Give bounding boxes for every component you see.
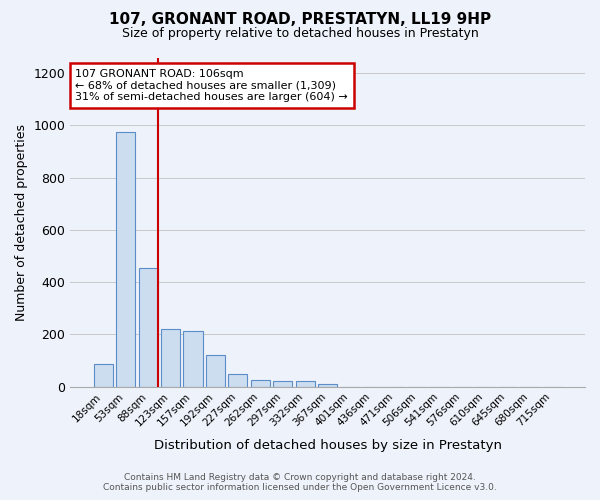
Text: 107 GRONANT ROAD: 106sqm
← 68% of detached houses are smaller (1,309)
31% of sem: 107 GRONANT ROAD: 106sqm ← 68% of detach… <box>76 69 348 102</box>
Text: Contains HM Land Registry data © Crown copyright and database right 2024.
Contai: Contains HM Land Registry data © Crown c… <box>103 473 497 492</box>
Bar <box>273 381 292 386</box>
Text: Size of property relative to detached houses in Prestatyn: Size of property relative to detached ho… <box>122 28 478 40</box>
Y-axis label: Number of detached properties: Number of detached properties <box>15 124 28 320</box>
Bar <box>139 268 158 386</box>
Bar <box>94 364 113 386</box>
Bar <box>116 132 135 386</box>
Bar <box>318 384 337 386</box>
Bar <box>161 329 180 386</box>
Bar <box>184 330 203 386</box>
X-axis label: Distribution of detached houses by size in Prestatyn: Distribution of detached houses by size … <box>154 440 502 452</box>
Bar <box>296 382 315 386</box>
Text: 107, GRONANT ROAD, PRESTATYN, LL19 9HP: 107, GRONANT ROAD, PRESTATYN, LL19 9HP <box>109 12 491 28</box>
Bar <box>251 380 270 386</box>
Bar <box>206 356 225 386</box>
Bar <box>229 374 247 386</box>
